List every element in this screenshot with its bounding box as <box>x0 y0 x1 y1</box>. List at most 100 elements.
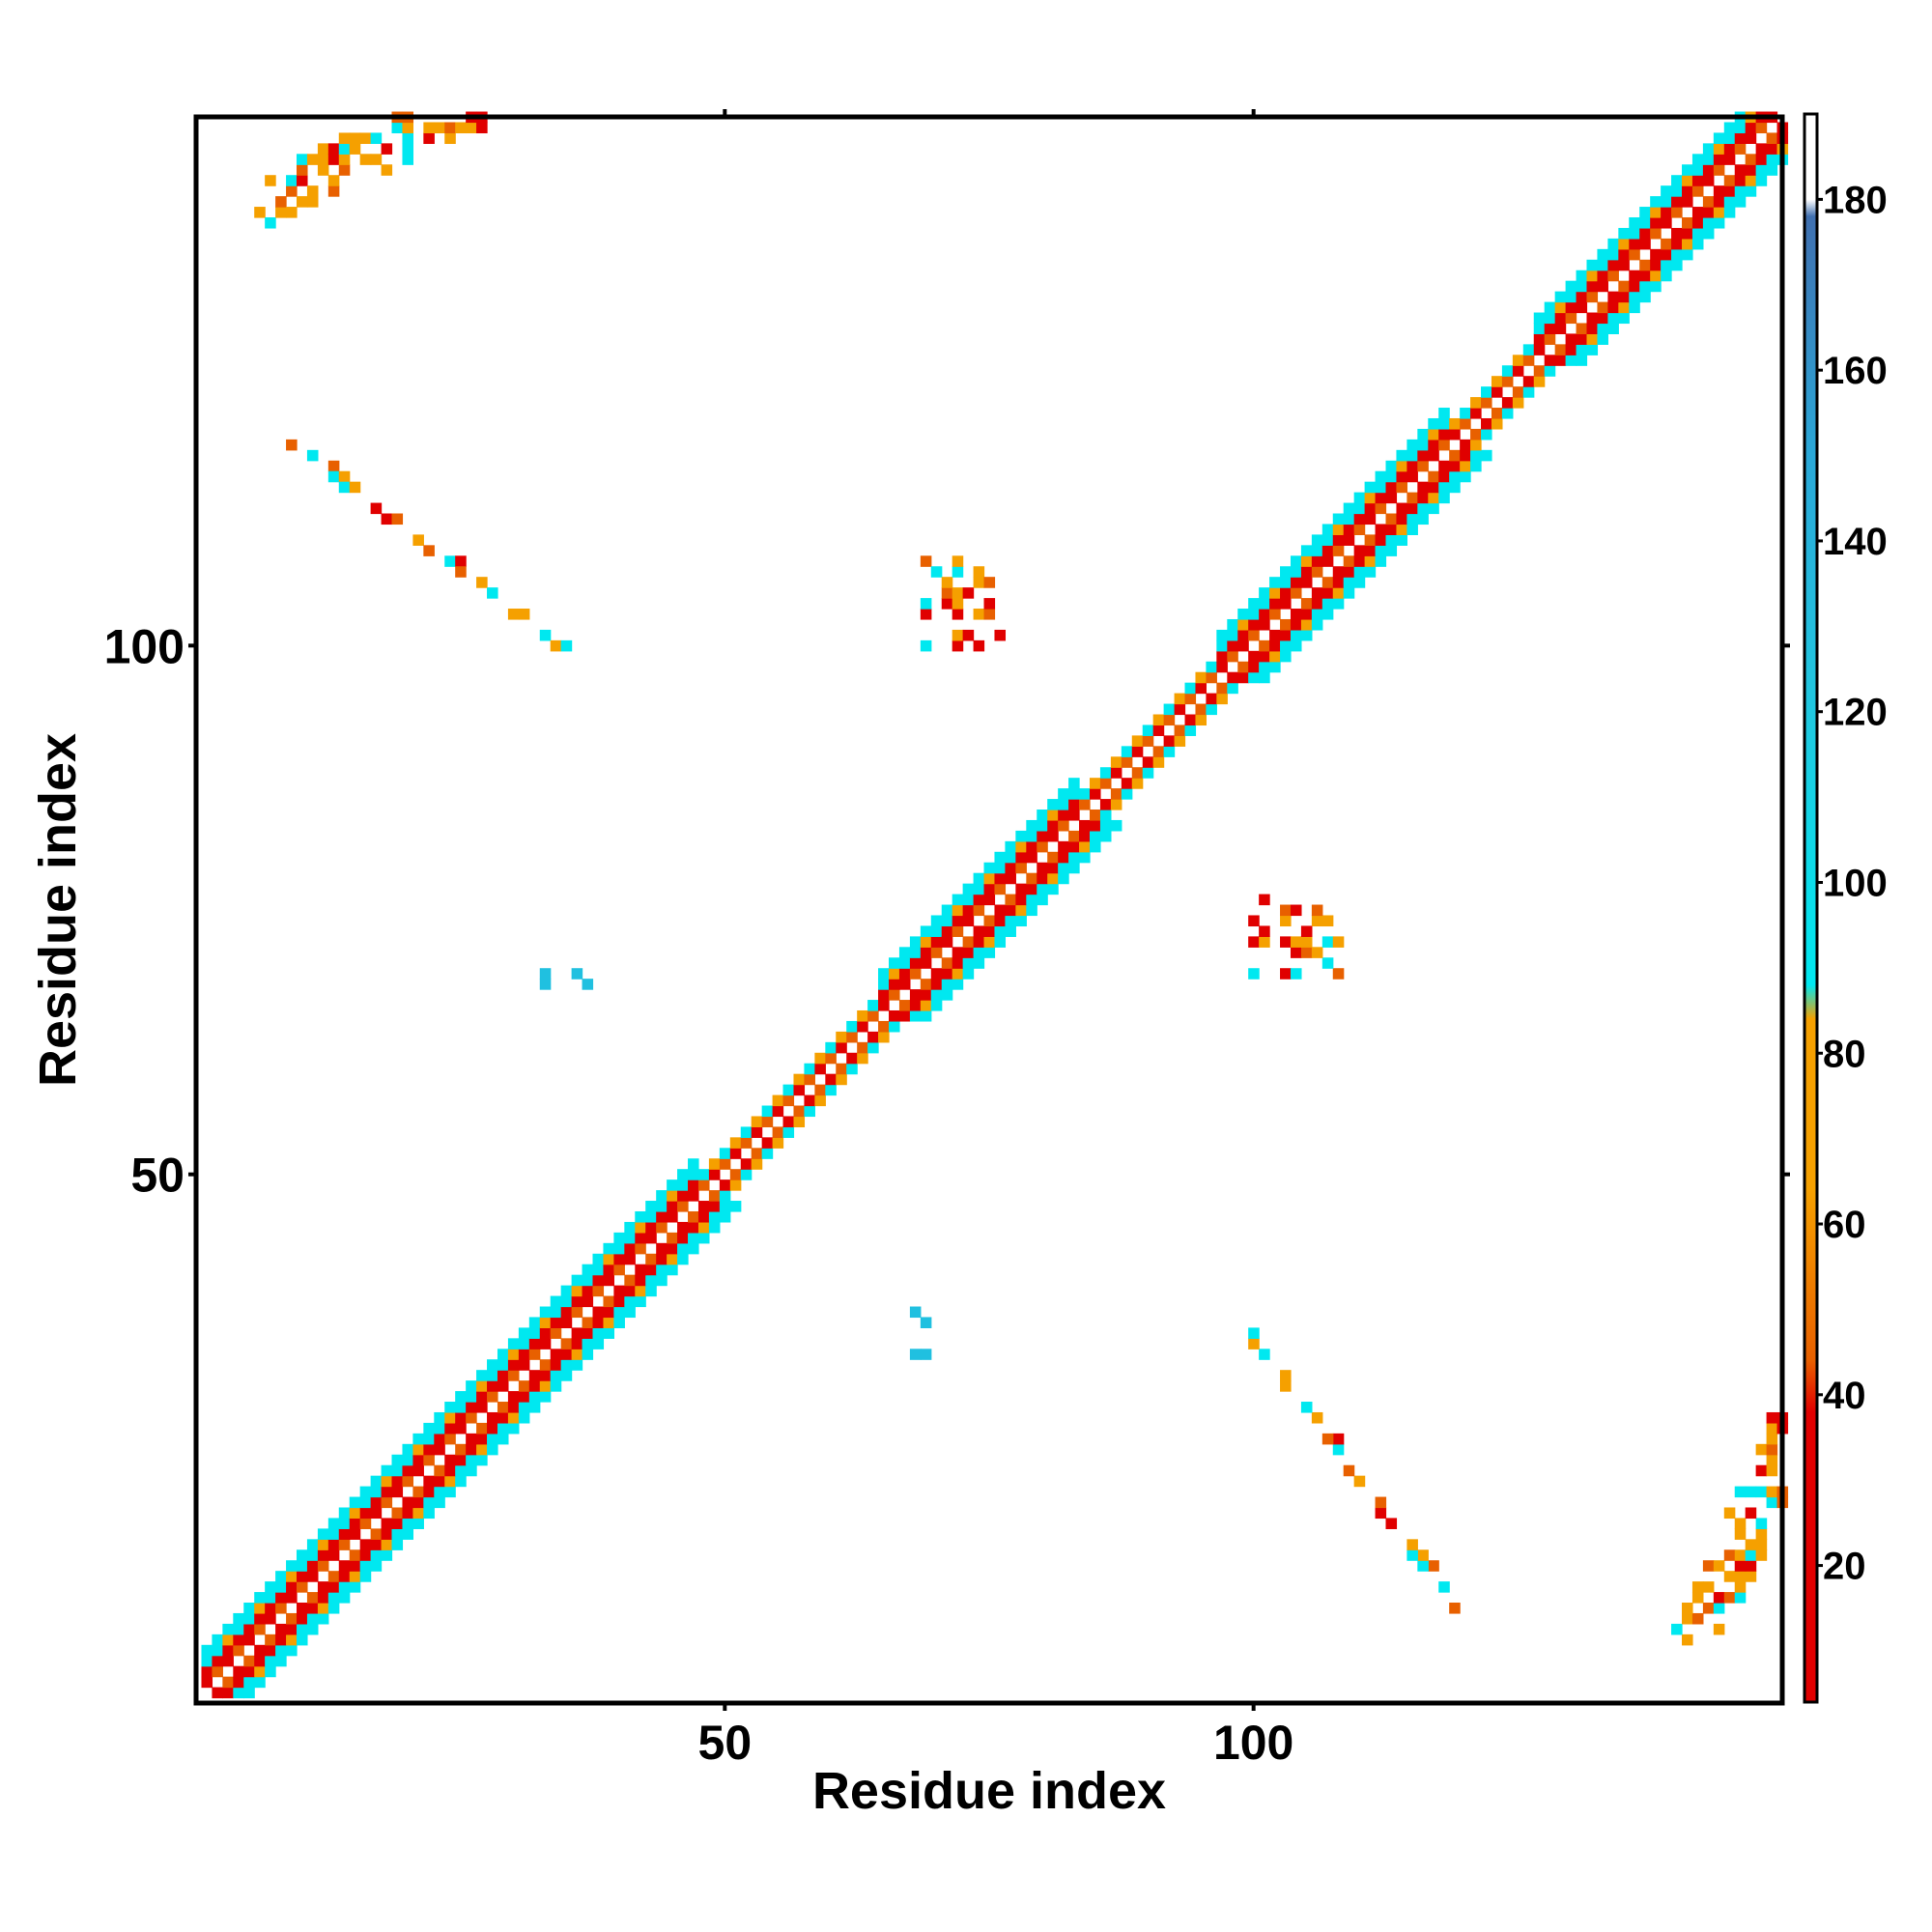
heatmap-cell <box>814 1063 826 1075</box>
heatmap-cell <box>1755 122 1768 134</box>
heatmap-cell <box>1607 291 1619 303</box>
heatmap-cell <box>645 1232 657 1244</box>
heatmap-cell <box>962 915 975 927</box>
heatmap-cell <box>1691 1592 1704 1604</box>
heatmap-cell <box>1015 894 1027 906</box>
heatmap-cell <box>1755 1518 1768 1529</box>
heatmap-cell <box>1618 301 1630 314</box>
heatmap-cell <box>582 1338 594 1350</box>
heatmap-cell <box>1428 1560 1439 1572</box>
heatmap-cell <box>349 132 361 144</box>
heatmap-cell <box>1332 1433 1345 1445</box>
heatmap-cell <box>1364 502 1377 515</box>
heatmap-cell <box>1195 671 1208 684</box>
heatmap-cell <box>455 555 467 567</box>
heatmap-cell <box>1438 408 1450 419</box>
heatmap-cell <box>212 1655 223 1667</box>
heatmap-cell <box>212 1634 223 1646</box>
colorbar-tick-label: 160 <box>1823 350 1888 392</box>
heatmap-cell <box>423 1454 435 1466</box>
heatmap-cell <box>476 1454 488 1466</box>
heatmap-cell <box>1216 639 1228 652</box>
heatmap-cell <box>613 1306 625 1319</box>
heatmap-cell <box>1300 566 1313 578</box>
heatmap-cell <box>1290 639 1302 652</box>
heatmap-cell <box>444 555 456 567</box>
heatmap-cells <box>201 111 1789 1699</box>
heatmap-cell <box>359 1549 372 1561</box>
heatmap-cell <box>528 1370 541 1381</box>
heatmap-cell <box>1428 481 1439 494</box>
heatmap-cell <box>1269 661 1281 673</box>
heatmap-cell <box>1512 355 1524 366</box>
heatmap-cell <box>804 1063 815 1075</box>
heatmap-cell <box>518 1411 530 1424</box>
heatmap-cell <box>1343 524 1355 535</box>
heatmap-cell <box>1375 470 1387 483</box>
heatmap-cell <box>708 1169 721 1180</box>
heatmap-cell <box>1417 513 1429 526</box>
heatmap-cell <box>994 915 1007 927</box>
heatmap-cell <box>306 154 319 165</box>
heatmap-cell <box>1501 397 1514 409</box>
heatmap-cell <box>222 1655 234 1667</box>
heatmap-cell <box>317 1581 329 1593</box>
heatmap-cell <box>909 1009 922 1022</box>
heatmap-cell <box>1607 248 1619 261</box>
heatmap-cell <box>1300 618 1313 631</box>
heatmap-cell <box>201 1676 213 1689</box>
heatmap-cell <box>1713 185 1725 197</box>
heatmap-cell <box>359 1507 372 1520</box>
heatmap-cell <box>1406 524 1418 535</box>
heatmap-cell <box>952 915 964 927</box>
heatmap-cell <box>434 1443 445 1456</box>
heatmap-cell <box>635 1295 646 1308</box>
heatmap-cell <box>1311 915 1323 927</box>
heatmap-cell <box>1597 301 1608 314</box>
heatmap-cell <box>941 979 953 990</box>
heatmap-cell <box>1723 132 1736 144</box>
heatmap-cell <box>1734 1560 1747 1572</box>
heatmap-cell <box>1691 216 1704 229</box>
heatmap-cell <box>1353 545 1366 556</box>
heatmap-cell <box>1290 566 1302 578</box>
heatmap-cell <box>455 1464 467 1477</box>
heatmap-cell <box>1650 259 1662 271</box>
heatmap-cell <box>930 915 943 927</box>
heatmap-cell <box>1015 840 1027 853</box>
heatmap-cell <box>1152 714 1165 726</box>
heatmap-cell <box>381 143 393 155</box>
heatmap-cell <box>1650 196 1662 208</box>
heatmap-cell <box>560 1338 573 1350</box>
heatmap-cell <box>867 1041 879 1054</box>
heatmap-cell <box>1184 714 1197 726</box>
heatmap-cell <box>667 1253 678 1265</box>
heatmap-cell <box>1745 132 1757 144</box>
heatmap-cell <box>846 1031 858 1043</box>
heatmap-cell <box>1406 449 1418 462</box>
heatmap-cell <box>1037 883 1048 895</box>
heatmap-cell <box>1723 185 1736 197</box>
heatmap-cell <box>1702 143 1715 155</box>
heatmap-cell <box>1449 1603 1461 1614</box>
heatmap-cell <box>1554 312 1567 325</box>
heatmap-cell <box>1332 513 1345 526</box>
heatmap-cell <box>1015 915 1027 927</box>
heatmap-cell <box>1597 259 1608 271</box>
heatmap-cell <box>434 1475 445 1488</box>
heatmap-cell <box>1734 185 1747 197</box>
heatmap-cell <box>296 1603 308 1614</box>
heatmap-cell <box>1206 693 1217 705</box>
heatmap-cell <box>973 947 985 958</box>
heatmap-cell <box>338 132 351 144</box>
heatmap-cell <box>1406 470 1418 483</box>
heatmap-cell <box>793 1116 806 1128</box>
heatmap-cell <box>1110 767 1122 779</box>
heatmap-cell <box>1290 555 1302 567</box>
heatmap-cell <box>275 1592 287 1604</box>
heatmap-cell <box>466 1433 477 1445</box>
heatmap-cell <box>1332 587 1345 599</box>
heatmap-cell <box>941 577 953 588</box>
heatmap-cell <box>1554 355 1567 366</box>
heatmap-cell <box>296 1612 308 1625</box>
